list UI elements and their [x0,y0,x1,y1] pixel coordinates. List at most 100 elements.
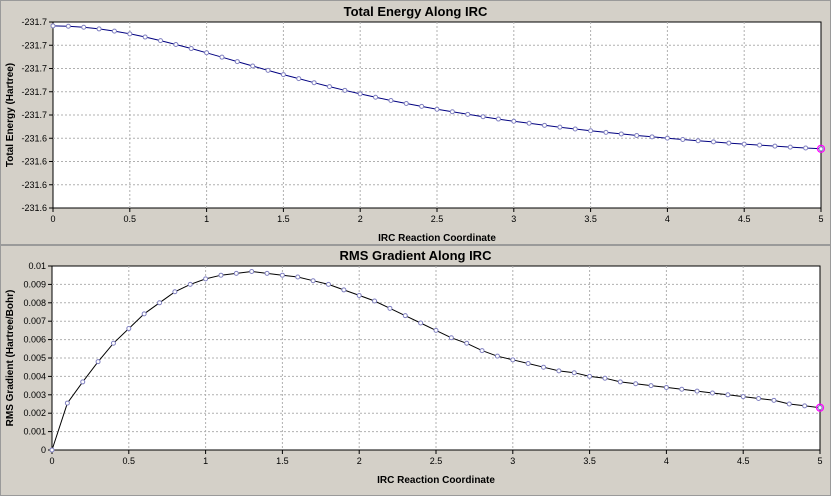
data-point[interactable] [264,270,270,276]
data-point[interactable] [356,292,362,298]
data-point[interactable] [818,146,824,152]
data-point[interactable] [311,80,317,86]
data-point[interactable] [603,129,609,135]
data-point[interactable] [556,368,562,374]
data-point[interactable] [709,390,715,396]
data-point[interactable] [325,281,331,287]
data-point[interactable] [726,140,732,146]
data-point[interactable] [310,278,316,284]
data-point[interactable] [219,54,225,60]
data-point[interactable] [402,313,408,319]
data-point[interactable] [602,375,608,381]
data-point[interactable] [403,101,409,107]
data-point[interactable] [127,31,133,37]
data-point[interactable] [725,392,731,398]
data-point[interactable] [111,28,117,34]
data-point[interactable] [694,388,700,394]
data-point[interactable] [141,311,147,317]
data-point[interactable] [756,395,762,401]
data-point[interactable] [204,50,210,56]
data-point[interactable] [617,379,623,385]
data-point[interactable] [233,270,239,276]
data-point[interactable] [387,305,393,311]
current-point-marker[interactable] [816,144,826,153]
data-point[interactable] [126,326,132,332]
data-point[interactable] [341,287,347,293]
data-point[interactable] [495,116,501,122]
data-point[interactable] [587,373,593,379]
data-point[interactable] [633,381,639,387]
data-point[interactable] [618,131,624,137]
data-point[interactable] [295,274,301,280]
data-point[interactable] [757,142,763,148]
data-point[interactable] [342,87,348,93]
data-point[interactable] [187,281,193,287]
data-point[interactable] [787,144,793,150]
data-point[interactable] [50,23,56,29]
data-point[interactable] [741,141,747,147]
data-point[interactable] [803,145,809,151]
data-point[interactable] [771,397,777,403]
data-point[interactable] [542,122,548,128]
data-point[interactable] [173,41,179,47]
data-point[interactable] [372,298,378,304]
data-point[interactable] [95,359,101,365]
data-point[interactable] [480,114,486,120]
data-point[interactable] [434,106,440,112]
data-point[interactable] [203,276,209,282]
data-point[interactable] [218,272,224,278]
data-point[interactable] [448,335,454,341]
data-point[interactable] [772,143,778,149]
data-point[interactable] [234,59,240,65]
data-point[interactable] [695,138,701,144]
data-point[interactable] [557,124,563,130]
data-point[interactable] [588,128,594,134]
data-point[interactable] [526,120,532,126]
data-point[interactable] [479,348,485,354]
data-point[interactable] [648,383,654,389]
data-point[interactable] [510,357,516,363]
data-point[interactable] [142,34,148,40]
data-point[interactable] [373,94,379,100]
data-point[interactable] [465,111,471,117]
data-point[interactable] [817,405,823,411]
data-point[interactable] [388,97,394,103]
data-point[interactable] [571,370,577,376]
data-point[interactable] [158,38,164,44]
data-point[interactable] [65,23,71,29]
data-point[interactable] [326,84,332,90]
data-point[interactable] [786,401,792,407]
data-point[interactable] [418,320,424,326]
data-point[interactable] [357,91,363,97]
data-point[interactable] [157,300,163,306]
data-point[interactable] [96,26,102,32]
data-point[interactable] [433,327,439,333]
data-point[interactable] [296,76,302,82]
data-point[interactable] [80,379,86,385]
data-point[interactable] [249,269,255,275]
data-point[interactable] [802,403,808,409]
data-point[interactable] [679,386,685,392]
data-point[interactable] [49,447,55,453]
data-point[interactable] [634,132,640,138]
data-point[interactable] [279,272,285,278]
data-point[interactable] [664,135,670,141]
current-point-marker[interactable] [815,403,825,412]
data-point[interactable] [572,126,578,132]
data-point[interactable] [511,118,517,124]
data-point[interactable] [419,103,425,109]
data-point[interactable] [250,63,256,69]
data-point[interactable] [494,353,500,359]
data-point[interactable] [110,340,116,346]
data-point[interactable] [710,139,716,145]
data-point[interactable] [680,137,686,143]
data-point[interactable] [188,46,194,52]
data-point[interactable] [541,364,547,370]
data-point[interactable] [64,400,70,406]
data-point[interactable] [265,67,271,73]
data-point[interactable] [464,340,470,346]
data-point[interactable] [81,24,87,30]
data-point[interactable] [740,394,746,400]
data-point[interactable] [525,361,531,367]
data-point[interactable] [649,134,655,140]
